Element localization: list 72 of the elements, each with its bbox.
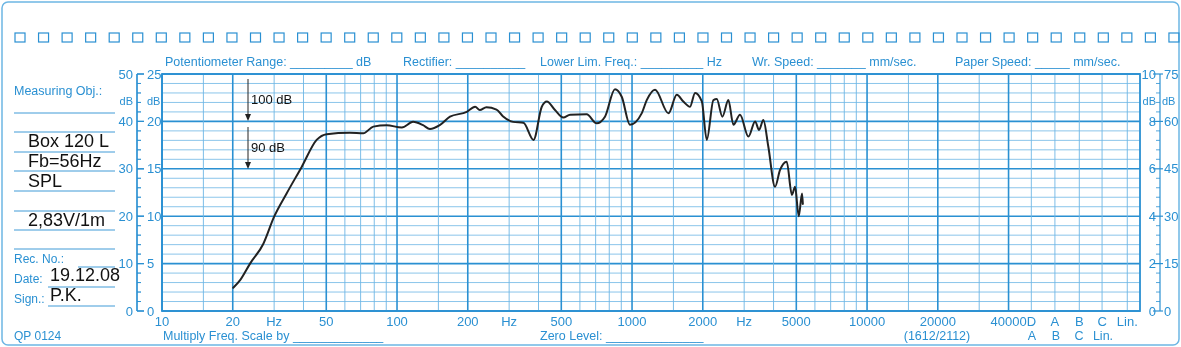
text: Potentiometer Range: _________ dB <box>165 55 372 69</box>
x-tick-label: C <box>1097 314 1107 329</box>
y2-tick-label: 20 <box>147 113 162 129</box>
text: Date: <box>14 272 43 286</box>
y-tick-label: 0 <box>125 303 133 319</box>
x-tick-label: 100 <box>386 314 408 329</box>
text: A <box>1027 329 1037 343</box>
text: Measuring Obj.: <box>14 84 103 98</box>
x-tick-label: 500 <box>550 314 573 329</box>
y2-tick-label: 25 <box>147 66 162 82</box>
x-tick-label: Hz <box>501 314 518 329</box>
text: Fb=56Hz <box>28 151 102 171</box>
text: 30 <box>1164 208 1179 224</box>
x-tick-label: 50 <box>319 314 334 329</box>
annotation: 90 dB <box>251 140 285 155</box>
text: Zero Level: ______________ <box>540 329 705 343</box>
text: B <box>1051 329 1061 343</box>
text: 0 <box>1164 303 1172 319</box>
text: Sign.: <box>14 292 45 306</box>
x-tick-label: D <box>1026 314 1037 329</box>
text: Rectifier: __________ <box>403 55 527 69</box>
text: 2,83V/1m <box>28 210 106 230</box>
x-tick-label: Lin. <box>1116 314 1138 329</box>
text: Lower Lim. Freq.: _________ Hz <box>540 55 723 69</box>
annotation: 100 dB <box>251 92 293 107</box>
y-tick-label: 20 <box>118 208 133 224</box>
text: dB <box>1162 95 1176 107</box>
y3-axis-title: dB <box>1142 95 1156 107</box>
y-tick-label: 40 <box>118 113 133 129</box>
text: QP 0124 <box>14 329 62 343</box>
text: 75 <box>1164 66 1179 82</box>
y3-tick-label: 8 <box>1148 113 1156 129</box>
x-tick-label: 2000 <box>688 314 718 329</box>
x-tick-label: B <box>1074 314 1084 329</box>
text: Wr. Speed: _______ mm/sec. <box>752 55 917 69</box>
text: Multiply Freq. Scale by _____________ <box>163 329 385 343</box>
x-tick-label: Hz <box>736 314 753 329</box>
x-tick-label: 40000 <box>990 314 1027 329</box>
y3-tick-label: 6 <box>1148 161 1156 177</box>
y-tick-label: 50 <box>118 66 133 82</box>
text: 60 <box>1164 113 1179 129</box>
x-tick-label: 200 <box>456 314 479 329</box>
y-tick-label: 10 <box>118 256 133 272</box>
y2-tick-label: 0 <box>147 303 155 319</box>
text: SPL <box>28 171 63 191</box>
text: Rec. No.: <box>14 252 65 266</box>
x-tick-label: 10 <box>154 314 170 329</box>
text: 19.12.08 <box>50 265 121 285</box>
text: Paper Speed: _____ mm/sec. <box>955 55 1121 69</box>
x-tick-label: A <box>1050 314 1060 329</box>
text: Lin. <box>1092 329 1114 343</box>
x-tick-label: 20 <box>225 314 240 329</box>
text: 45 <box>1164 161 1179 177</box>
y3-tick-label: 0 <box>1148 303 1156 319</box>
x-tick-label: Hz <box>266 314 283 329</box>
text: P.K. <box>50 285 82 305</box>
text: 15 <box>1164 256 1179 272</box>
y2-tick-label: 5 <box>147 256 155 272</box>
x-tick-label: 1000 <box>617 314 647 329</box>
y2-tick-label: 15 <box>147 161 162 177</box>
x-tick-label: 10000 <box>848 314 886 329</box>
text: Box 120 L <box>28 131 110 151</box>
y-axis-title: dB <box>119 95 133 107</box>
text: C <box>1074 329 1084 343</box>
y3-tick-label: 4 <box>1148 208 1156 224</box>
y-tick-label: 30 <box>118 161 133 177</box>
y2-axis-title: dB <box>147 95 161 107</box>
x-tick-label: 20000 <box>919 314 956 329</box>
y3-tick-label: 10 <box>1141 66 1156 82</box>
x-tick-label: 5000 <box>781 314 811 329</box>
text: (1612/2112) <box>903 329 971 343</box>
y2-tick-label: 10 <box>147 208 162 224</box>
